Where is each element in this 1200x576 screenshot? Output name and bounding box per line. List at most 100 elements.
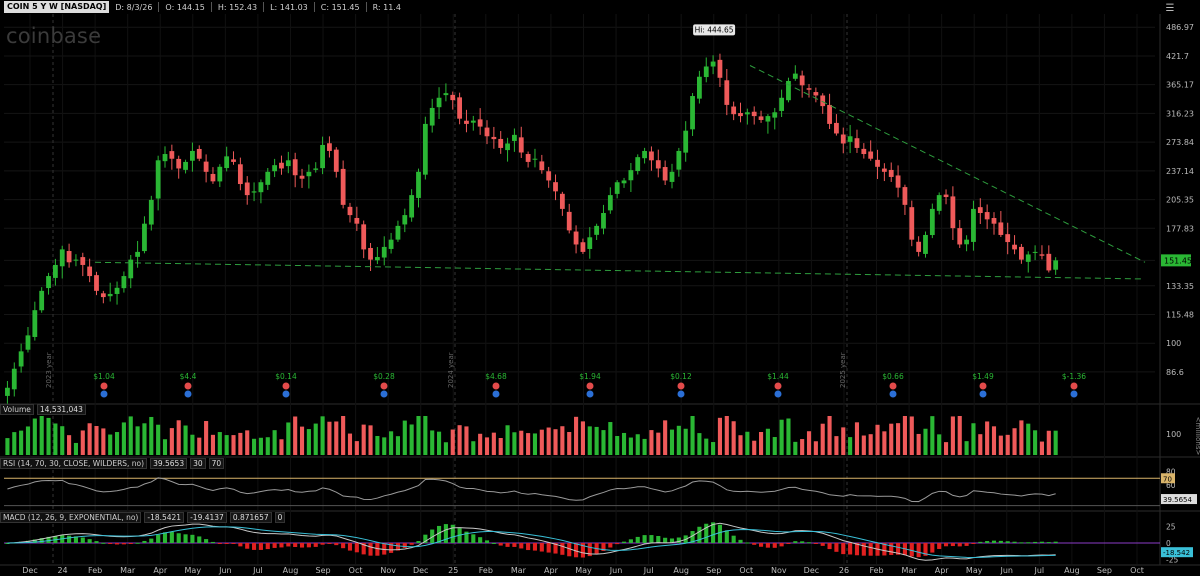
candle-body bbox=[395, 225, 401, 240]
price-tick-label: 273.84 bbox=[1166, 138, 1194, 147]
candle-body bbox=[25, 335, 31, 350]
macd-histogram-bar bbox=[800, 541, 805, 543]
candle-body bbox=[669, 171, 675, 182]
volume-bar bbox=[299, 426, 305, 455]
macd-histogram-bar bbox=[526, 543, 531, 551]
volume-bar bbox=[669, 429, 675, 455]
earnings-icon bbox=[184, 382, 192, 390]
high-label: H: 152.43 bbox=[217, 2, 258, 12]
candle-body bbox=[450, 94, 456, 101]
candlestick-series bbox=[5, 53, 1059, 404]
candle-body bbox=[724, 80, 730, 105]
candle-body bbox=[936, 195, 942, 211]
volume-bar bbox=[793, 441, 798, 455]
macd-histogram-bar bbox=[204, 539, 209, 543]
candle-body bbox=[416, 171, 421, 198]
volume-bar bbox=[971, 423, 976, 455]
volume-bar bbox=[409, 424, 414, 455]
candle-body bbox=[5, 387, 10, 396]
earnings-icon bbox=[1070, 382, 1078, 390]
volume-bar bbox=[724, 416, 729, 455]
volume-label: Volume 14,531,043 bbox=[0, 404, 86, 415]
volume-bar bbox=[649, 430, 654, 455]
macd-histogram-bar bbox=[717, 524, 723, 543]
hamburger-icon[interactable]: ☰ bbox=[1165, 3, 1175, 14]
price-tick-label: 421.7 bbox=[1166, 52, 1189, 61]
macd-line bbox=[7, 522, 1056, 561]
volume-pane bbox=[5, 416, 1058, 455]
macd-histogram-bar bbox=[80, 537, 85, 543]
candle-body bbox=[388, 239, 394, 249]
candle-body bbox=[635, 157, 641, 172]
chart-grid bbox=[0, 14, 1200, 566]
candle-body bbox=[758, 116, 764, 120]
volume-bar bbox=[101, 428, 106, 455]
candle-body bbox=[347, 206, 353, 216]
candle-body bbox=[512, 134, 517, 141]
candle-body bbox=[731, 106, 737, 115]
macd-histogram-bar bbox=[779, 543, 784, 547]
macd-histogram-bar bbox=[539, 543, 544, 552]
earnings-value: $1.49 bbox=[972, 372, 994, 381]
candle-body bbox=[505, 143, 510, 151]
volume-bar bbox=[128, 416, 133, 455]
high-annotation-box bbox=[693, 24, 736, 36]
volume-bar bbox=[423, 416, 428, 455]
candle-body bbox=[429, 107, 435, 126]
volume-bar bbox=[512, 432, 517, 455]
macd-histogram-bar bbox=[916, 543, 921, 558]
candle-body bbox=[59, 249, 65, 267]
rsi-70-marker bbox=[1161, 473, 1175, 484]
candle-body bbox=[203, 161, 209, 172]
macd-histogram-bar bbox=[560, 543, 565, 555]
candle-body bbox=[333, 149, 339, 172]
macd-histogram-bar bbox=[820, 543, 825, 546]
candle-body bbox=[491, 136, 497, 140]
candle-body bbox=[1053, 260, 1059, 270]
macd-histogram-bar bbox=[258, 543, 263, 550]
macd-pane bbox=[4, 522, 1160, 561]
macd-histogram-bar bbox=[368, 543, 373, 556]
candle-body bbox=[87, 266, 93, 277]
time-tick-label: Mar bbox=[902, 566, 918, 575]
dividend-icon bbox=[282, 390, 290, 398]
year-label: 2023 year bbox=[45, 352, 53, 388]
dividend-icon bbox=[774, 390, 782, 398]
date-label: D: 8/3/26 bbox=[115, 2, 153, 12]
dividend-icon bbox=[586, 390, 594, 398]
volume-bar bbox=[498, 438, 503, 455]
time-tick-label: Jul bbox=[252, 566, 263, 575]
volume-bar bbox=[382, 437, 387, 455]
time-tick-label: Nov bbox=[380, 566, 396, 575]
macd-histogram-bar bbox=[834, 543, 839, 552]
macd-histogram-bar bbox=[848, 543, 853, 555]
time-tick-label: Jul bbox=[643, 566, 654, 575]
volume-bar bbox=[601, 430, 606, 455]
macd-histogram-bar bbox=[656, 535, 661, 543]
volume-bar bbox=[615, 436, 620, 455]
price-tick-label: 115.48 bbox=[1166, 310, 1194, 319]
macd-histogram-bar bbox=[553, 543, 558, 554]
volume-bar bbox=[121, 422, 126, 455]
time-tick-label: Jun bbox=[218, 566, 232, 575]
volume-bar bbox=[368, 425, 373, 455]
candle-body bbox=[409, 195, 415, 218]
time-tick-label: May bbox=[575, 566, 592, 575]
candle-body bbox=[443, 93, 449, 96]
candle-body bbox=[183, 161, 188, 170]
time-tick-label: Feb bbox=[869, 566, 883, 575]
candle-body bbox=[196, 148, 202, 159]
candle-body bbox=[237, 164, 243, 185]
candle-body bbox=[827, 104, 832, 124]
symbol-label[interactable]: COIN 5 Y W [NASDAQ] bbox=[4, 1, 110, 13]
candle-body bbox=[607, 195, 613, 211]
volume-bar bbox=[978, 434, 983, 455]
earnings-value: $4.4 bbox=[180, 372, 197, 381]
price-tick-label: 86.6 bbox=[1166, 368, 1184, 377]
volume-bar bbox=[786, 418, 791, 455]
macd-histogram-bar bbox=[1033, 541, 1038, 543]
macd-histogram-bar bbox=[923, 543, 928, 556]
volume-bar bbox=[943, 442, 949, 455]
volume-bar bbox=[676, 425, 681, 455]
candle-body bbox=[676, 150, 682, 170]
